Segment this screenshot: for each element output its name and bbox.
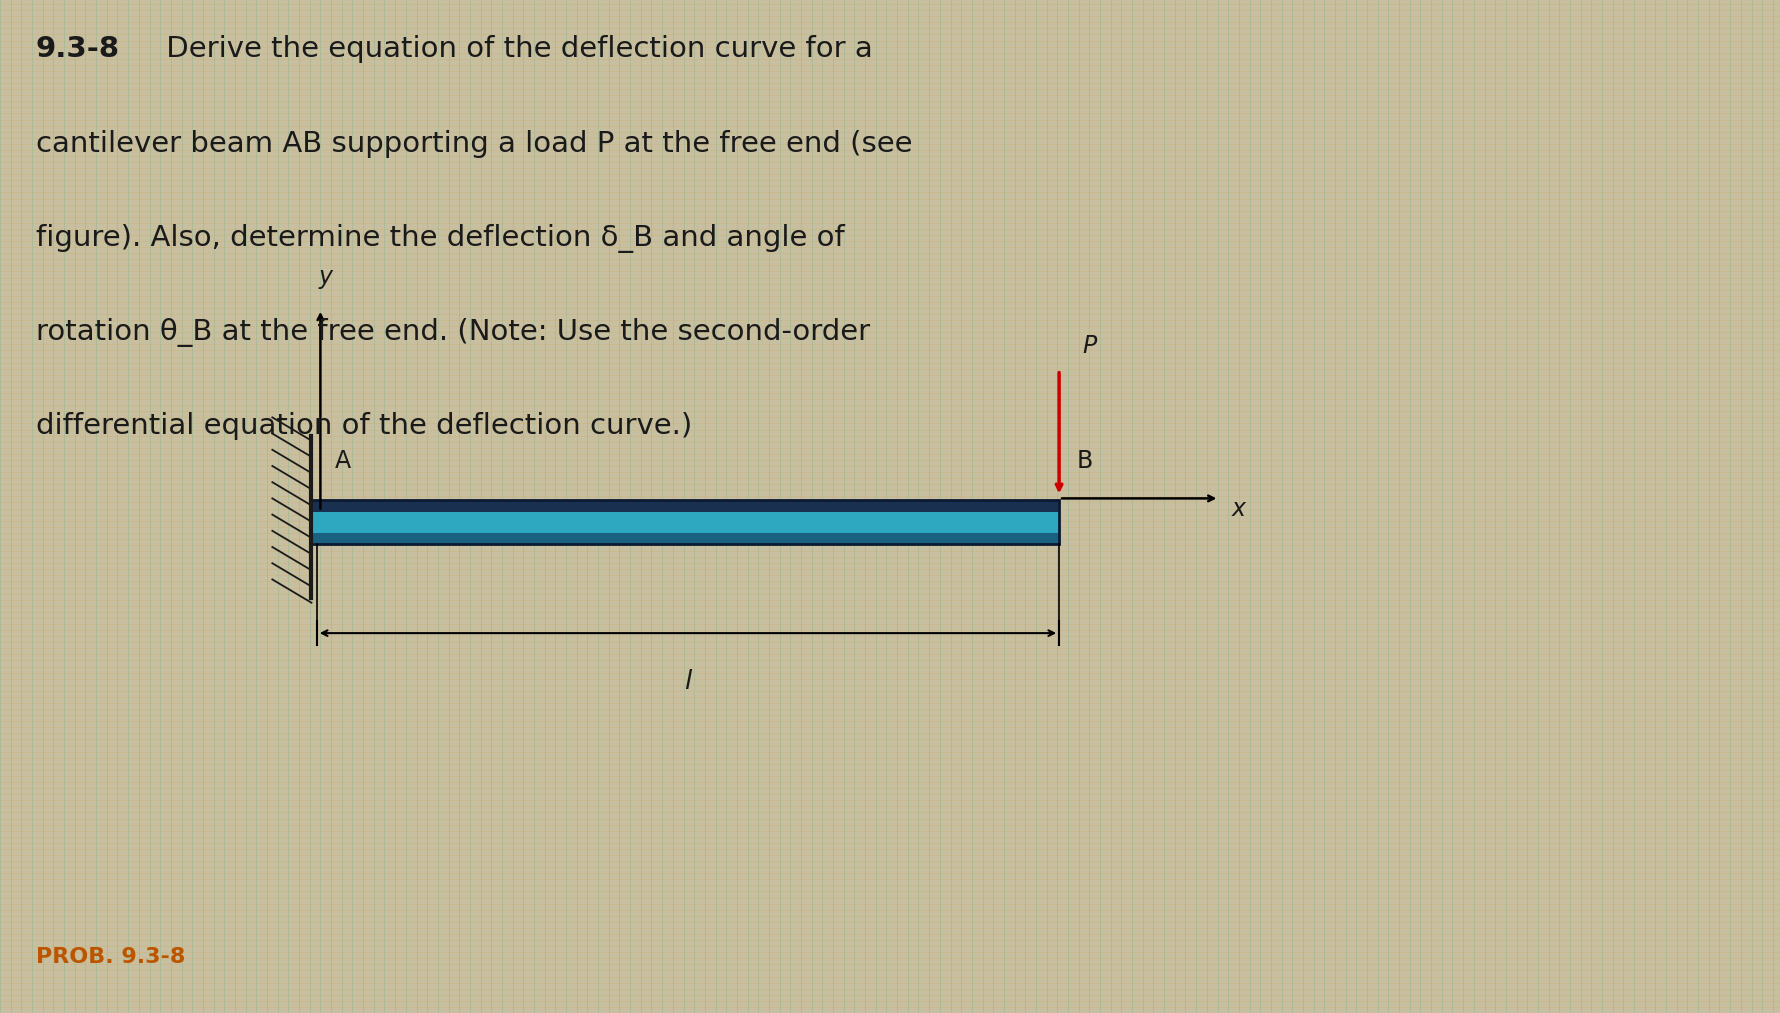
Text: A: A — [335, 449, 351, 473]
Text: cantilever beam AB supporting a load P at the free end (see: cantilever beam AB supporting a load P a… — [36, 130, 911, 158]
Text: PROB. 9.3-8: PROB. 9.3-8 — [36, 947, 185, 967]
Bar — [312, 500, 1059, 512]
Bar — [312, 512, 1059, 533]
Text: 9.3-8: 9.3-8 — [36, 35, 119, 64]
Text: P: P — [1082, 334, 1096, 359]
Text: x: x — [1232, 496, 1246, 521]
Bar — [312, 533, 1059, 544]
Text: Derive the equation of the deflection curve for a: Derive the equation of the deflection cu… — [157, 35, 872, 64]
Text: differential equation of the deflection curve.): differential equation of the deflection … — [36, 412, 692, 441]
Text: y: y — [319, 264, 333, 289]
Text: rotation θ_B at the free end. (Note: Use the second-order: rotation θ_B at the free end. (Note: Use… — [36, 318, 870, 347]
Text: figure). Also, determine the deflection δ_B and angle of: figure). Also, determine the deflection … — [36, 224, 844, 253]
Text: B: B — [1077, 449, 1093, 473]
Text: $l$: $l$ — [684, 669, 694, 695]
Bar — [312, 500, 1059, 544]
